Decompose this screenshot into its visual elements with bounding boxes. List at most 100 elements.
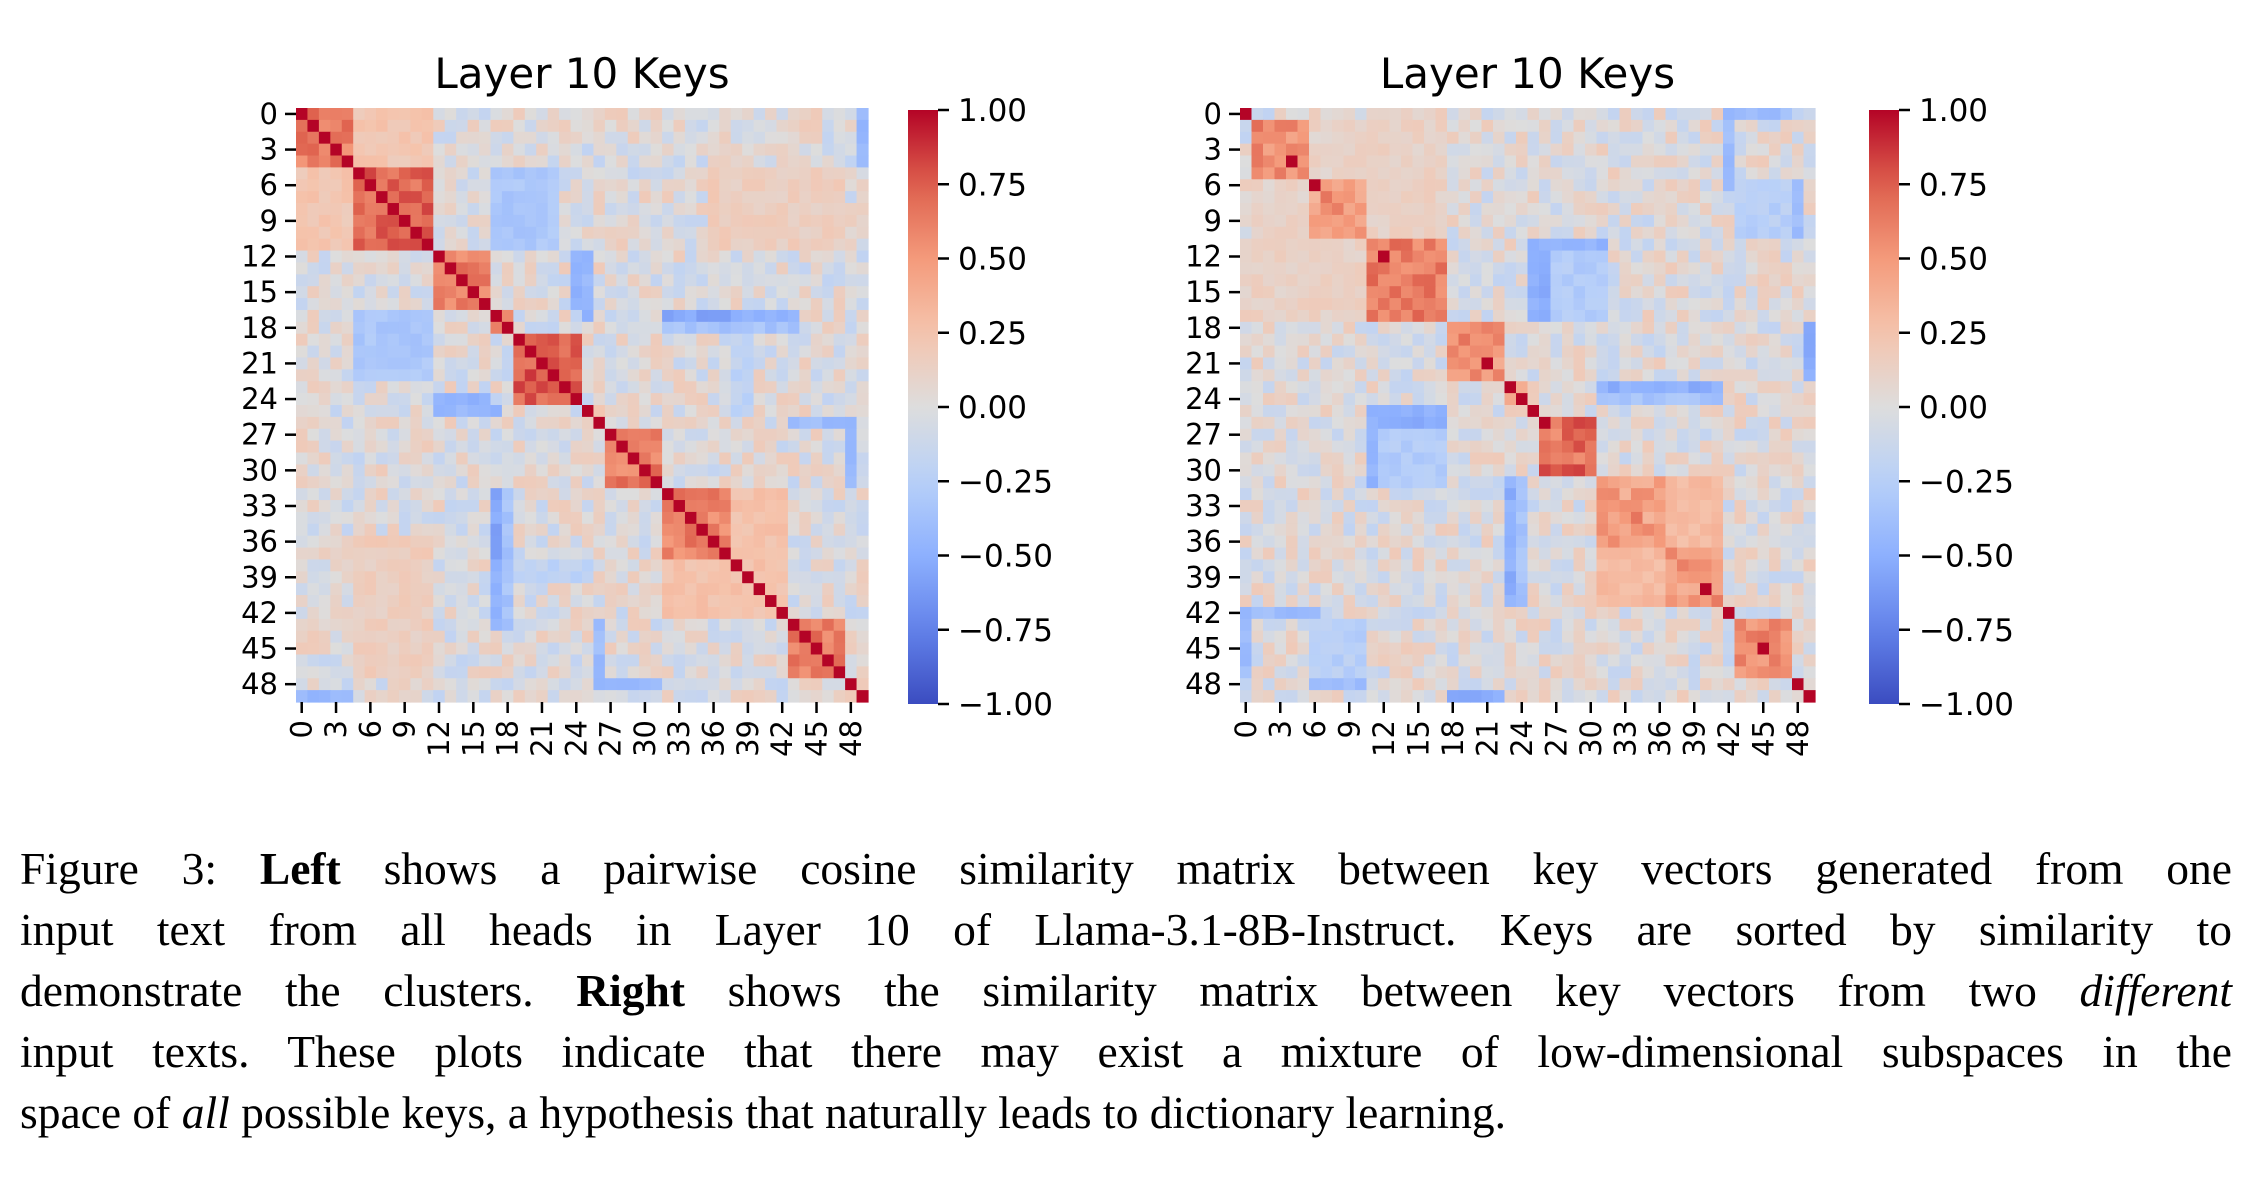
heatmap-cell (1654, 547, 1667, 561)
heatmap-cell (1251, 642, 1264, 656)
heatmap-cell (547, 369, 560, 382)
heatmap-cell (1596, 155, 1609, 168)
heatmap-cell (421, 333, 434, 347)
heatmap-cell (582, 309, 595, 323)
heatmap-cell (1447, 559, 1460, 572)
heatmap-cell (1642, 357, 1655, 370)
heatmap-cell (787, 238, 800, 252)
heatmap-cell (662, 309, 675, 323)
heatmap-cell (490, 381, 503, 394)
heatmap-cell (547, 298, 560, 311)
heatmap-cell (387, 131, 400, 145)
heatmap-cell (1803, 416, 1816, 430)
heatmap-cell (1309, 214, 1322, 228)
heatmap-cell (1493, 642, 1506, 656)
heatmap-cell (387, 464, 400, 477)
heatmap-cell (1320, 654, 1333, 667)
heatmap-cell (387, 108, 400, 121)
heatmap-cell (1251, 191, 1264, 204)
heatmap-cell (307, 309, 320, 323)
heatmap-cell (833, 226, 846, 240)
heatmap-cell (570, 298, 583, 311)
heatmap-cell (1573, 369, 1586, 382)
heatmap-cell (307, 405, 320, 418)
heatmap-cell (593, 452, 606, 465)
heatmap-cell (467, 357, 480, 370)
heatmap-cell (1550, 523, 1563, 537)
heatmap-cell (639, 405, 652, 418)
heatmap-cell (1711, 595, 1724, 608)
heatmap-cell (1481, 286, 1494, 299)
heatmap-cell (1286, 642, 1299, 656)
heatmap-cell (318, 214, 331, 228)
heatmap-cell (1366, 369, 1379, 382)
heatmap-cell (467, 191, 480, 204)
heatmap-cell (593, 345, 606, 359)
heatmap-cell (1619, 511, 1632, 525)
heatmap-cell (479, 203, 492, 216)
heatmap-cell (1792, 618, 1805, 632)
heatmap-cell (1297, 595, 1310, 608)
heatmap-cell (1309, 606, 1322, 620)
heatmap-cell (421, 286, 434, 299)
heatmap-cell (1619, 464, 1632, 477)
heatmap-cell (1803, 606, 1816, 620)
heatmap-cell (1309, 654, 1322, 667)
heatmap-cell (1723, 191, 1736, 204)
heatmap-cell (1493, 143, 1506, 157)
heatmap-cell (822, 345, 835, 359)
heatmap-cell (1723, 250, 1736, 264)
heatmap-cell (1642, 523, 1655, 537)
heatmap-cell (1389, 405, 1402, 418)
heatmap-cell (1562, 416, 1575, 430)
heatmap-cell (1366, 488, 1379, 501)
heatmap-cell (296, 155, 309, 168)
heatmap-cell (765, 357, 778, 370)
heatmap-cell (616, 203, 629, 216)
heatmap-cell (1481, 203, 1494, 216)
heatmap-cell (330, 108, 343, 121)
heatmap-cell (410, 405, 423, 418)
heatmap-cell (1596, 250, 1609, 264)
heatmap-cell (673, 155, 686, 168)
heatmap-cell (1401, 654, 1414, 667)
heatmap-cell (330, 440, 343, 454)
heatmap-cell (1608, 642, 1621, 656)
heatmap-cell (1792, 440, 1805, 454)
heatmap-cell (1665, 440, 1678, 454)
heatmap-cell (341, 191, 354, 204)
heatmap-cell (1355, 369, 1368, 382)
heatmap-cell (1619, 452, 1632, 465)
heatmap-cell (582, 452, 595, 465)
heatmap-cell (1642, 559, 1655, 572)
heatmap-cell (467, 286, 480, 299)
heatmap-cell (1539, 369, 1552, 382)
heatmap-cell (1688, 405, 1701, 418)
heatmap-cell (410, 357, 423, 370)
heatmap-cell (1700, 226, 1713, 240)
heatmap-cell (1746, 179, 1759, 192)
heatmap-cell (627, 226, 640, 240)
heatmap-cell (1286, 523, 1299, 537)
heatmap-cell (364, 274, 377, 287)
heatmap-cell (1631, 119, 1644, 133)
heatmap-cell (1412, 511, 1425, 525)
heatmap-cell (501, 333, 514, 347)
heatmap-cell (593, 440, 606, 454)
heatmap-cell (1631, 179, 1644, 192)
heatmap-cell (1401, 595, 1414, 608)
heatmap-cell (330, 369, 343, 382)
heatmap-cell (1596, 298, 1609, 311)
heatmap-cell (307, 357, 320, 370)
heatmap-cell (650, 440, 663, 454)
heatmap-cell (1723, 274, 1736, 287)
heatmap-cell (856, 393, 869, 406)
heatmap-cell (650, 226, 663, 240)
heatmap-cell (1746, 535, 1759, 549)
heatmap-cell (376, 203, 389, 216)
heatmap-cell (1481, 345, 1494, 359)
heatmap-cell (582, 321, 595, 335)
heatmap-cell (1596, 393, 1609, 406)
heatmap-cell (1412, 238, 1425, 252)
heatmap-cell (1412, 500, 1425, 513)
